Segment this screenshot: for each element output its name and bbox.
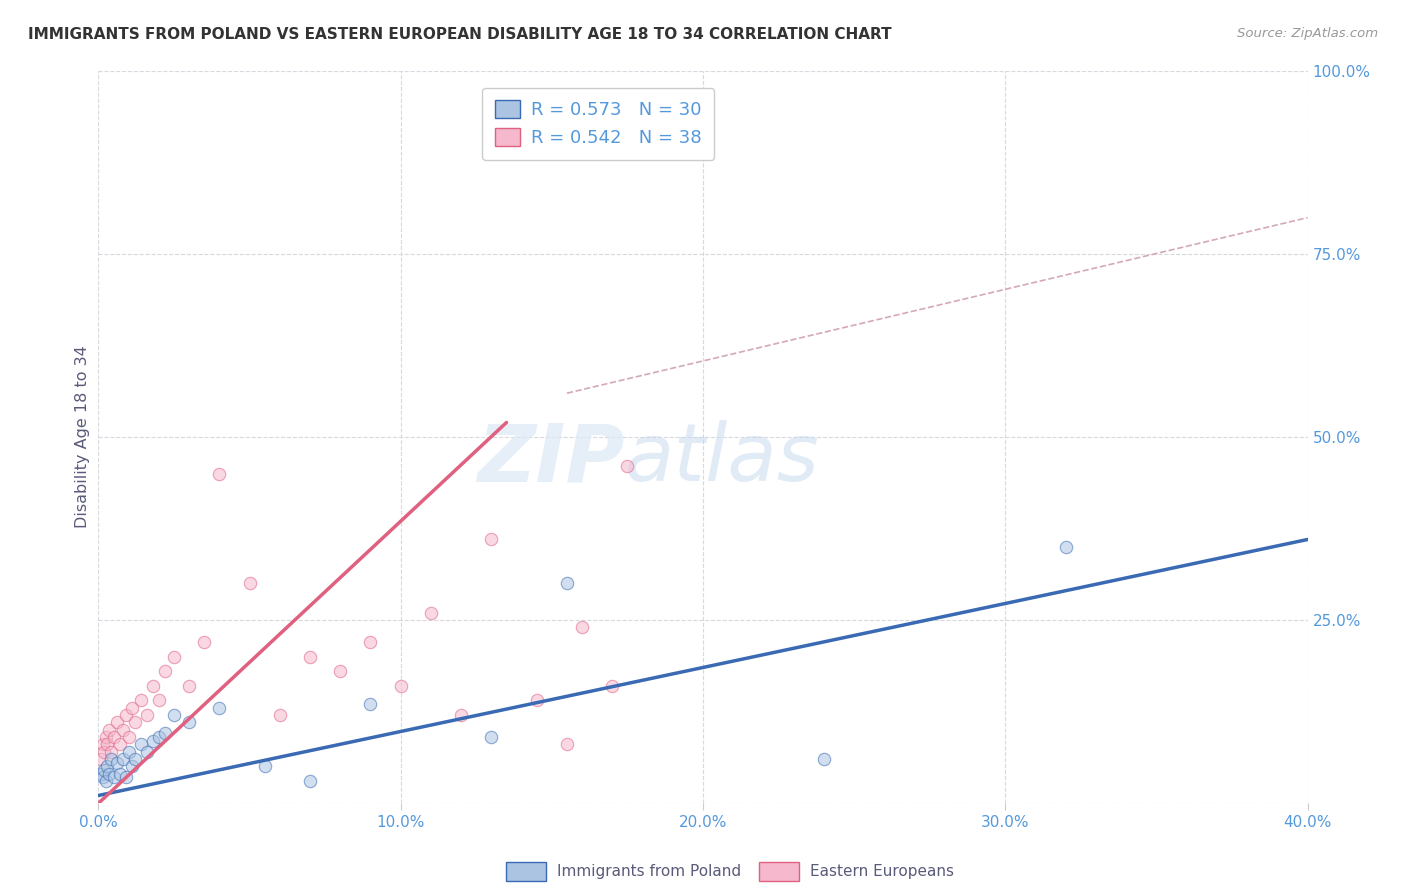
Point: [193, 635, 215, 649]
Point: [360, 635, 382, 649]
Point: [163, 708, 186, 723]
Point: [114, 770, 136, 784]
Point: [96, 737, 118, 751]
Point: [153, 726, 176, 740]
Point: [299, 649, 322, 664]
Point: [239, 576, 262, 591]
Point: [1054, 540, 1077, 554]
Text: atlas: atlas: [624, 420, 820, 498]
Text: Source: ZipAtlas.com: Source: ZipAtlas.com: [1237, 27, 1378, 40]
Point: [616, 459, 638, 474]
Point: [420, 606, 443, 620]
Point: [94, 773, 117, 788]
Point: [269, 708, 291, 723]
Point: [389, 679, 412, 693]
Point: [571, 620, 593, 634]
Point: [121, 759, 143, 773]
Point: [98, 723, 121, 737]
Point: [163, 649, 186, 664]
Point: [105, 715, 128, 730]
Point: [108, 766, 131, 780]
Point: [103, 770, 125, 784]
Point: [91, 770, 114, 784]
Point: [299, 773, 322, 788]
Y-axis label: Disability Age 18 to 34: Disability Age 18 to 34: [75, 346, 90, 528]
Point: [450, 708, 472, 723]
Point: [124, 752, 146, 766]
Point: [124, 715, 146, 730]
Point: [148, 693, 170, 707]
Point: [360, 697, 382, 711]
Point: [114, 708, 136, 723]
Point: [179, 715, 201, 730]
Point: [93, 763, 115, 777]
Point: [103, 730, 125, 744]
Point: [142, 679, 165, 693]
Point: [93, 745, 115, 759]
Point: [208, 700, 231, 714]
Point: [481, 533, 503, 547]
Point: [100, 752, 122, 766]
Point: [105, 756, 128, 770]
Text: IMMIGRANTS FROM POLAND VS EASTERN EUROPEAN DISABILITY AGE 18 TO 34 CORRELATION C: IMMIGRANTS FROM POLAND VS EASTERN EUROPE…: [28, 27, 891, 42]
Point: [555, 737, 578, 751]
Point: [96, 759, 118, 773]
Point: [142, 733, 165, 747]
Point: [129, 693, 152, 707]
Point: [111, 752, 134, 766]
Point: [100, 745, 122, 759]
Point: [94, 730, 117, 744]
Point: [813, 752, 835, 766]
Text: Immigrants from Poland: Immigrants from Poland: [557, 864, 741, 879]
Legend: R = 0.573   N = 30, R = 0.542   N = 38: R = 0.573 N = 30, R = 0.542 N = 38: [482, 87, 714, 160]
Point: [481, 730, 503, 744]
Point: [118, 745, 141, 759]
Point: [129, 737, 152, 751]
Point: [135, 745, 157, 759]
Point: [90, 752, 112, 766]
Point: [108, 737, 131, 751]
Point: [135, 708, 157, 723]
Point: [98, 766, 121, 780]
Point: [253, 759, 276, 773]
Point: [208, 467, 231, 481]
Point: [148, 730, 170, 744]
Point: [90, 766, 112, 780]
Text: Eastern Europeans: Eastern Europeans: [810, 864, 953, 879]
Point: [555, 576, 578, 591]
Point: [121, 700, 143, 714]
Point: [111, 723, 134, 737]
Point: [91, 737, 114, 751]
Point: [329, 664, 352, 678]
Point: [118, 730, 141, 744]
Point: [153, 664, 176, 678]
Point: [526, 693, 548, 707]
Point: [602, 679, 624, 693]
Text: ZIP: ZIP: [477, 420, 624, 498]
Point: [179, 679, 201, 693]
